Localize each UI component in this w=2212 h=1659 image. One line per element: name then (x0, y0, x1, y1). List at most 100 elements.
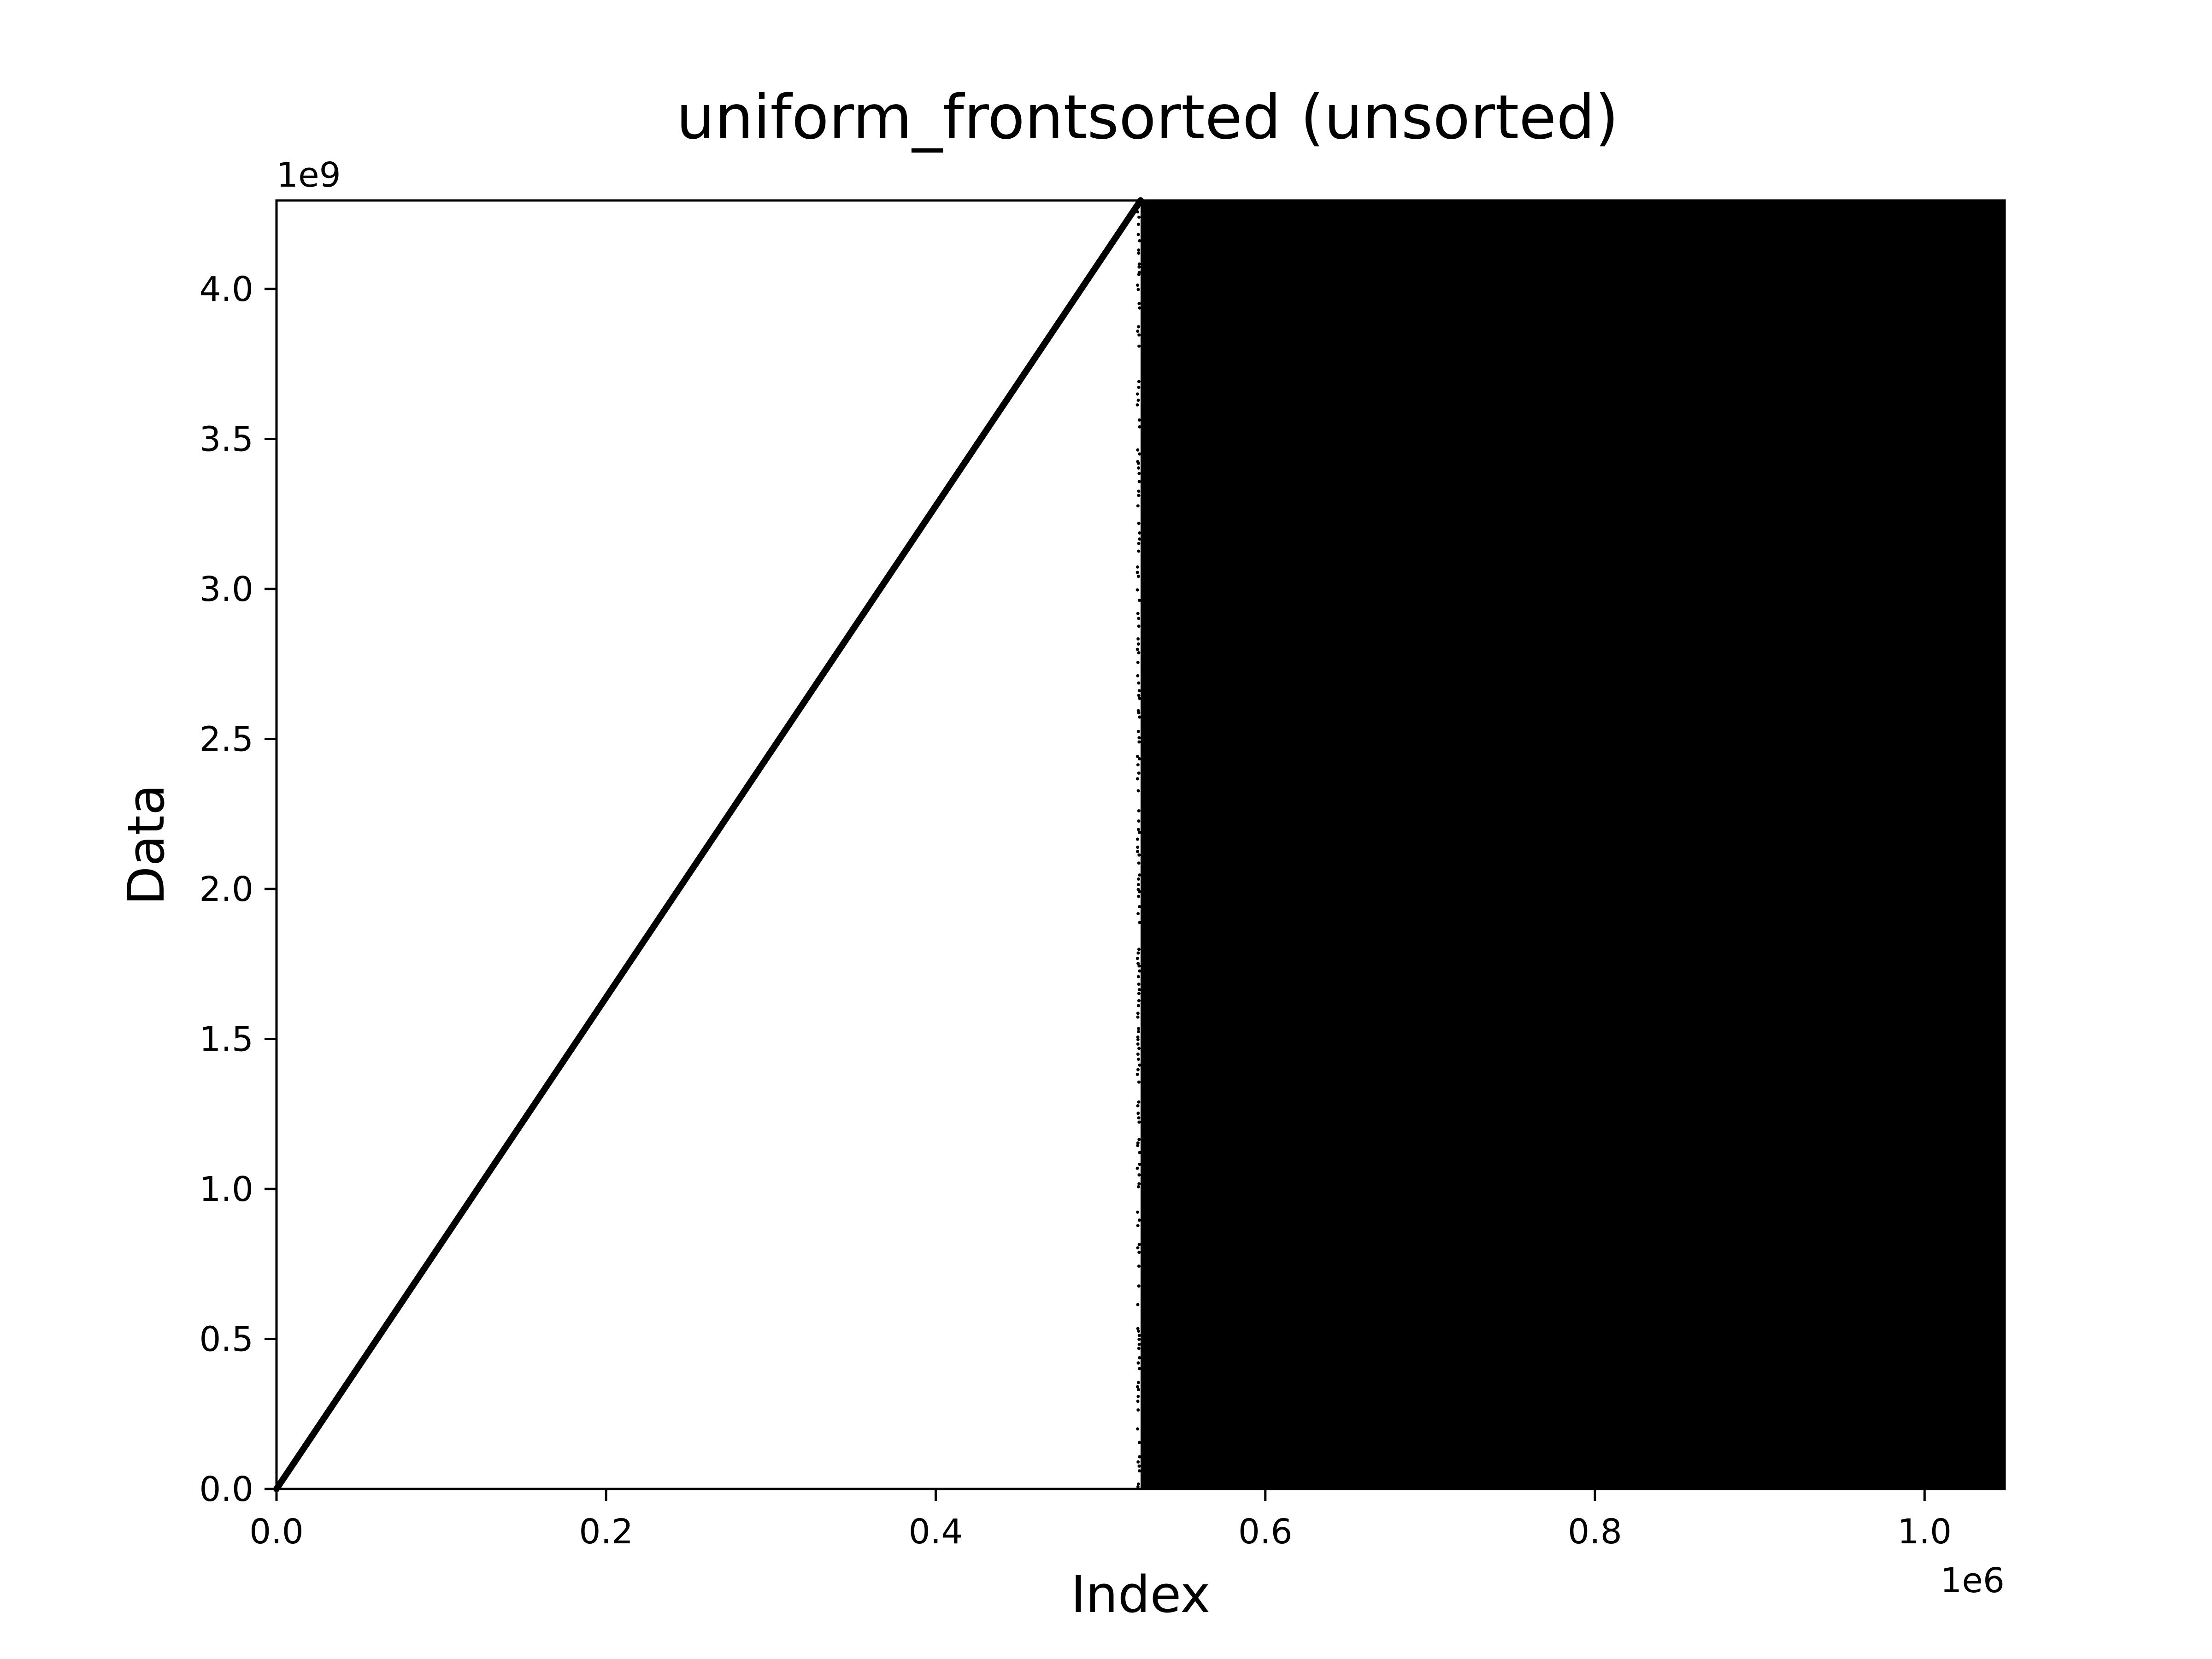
scatter-point (1137, 380, 1141, 383)
scatter-point (1135, 837, 1139, 841)
scatter-point (1138, 425, 1141, 429)
scatter-point (1137, 1100, 1141, 1104)
y-tick-label: 0.5 (199, 1320, 253, 1359)
scatter-point (1136, 1460, 1140, 1464)
scatter-point (1138, 890, 1141, 894)
scatter-point (1137, 1173, 1141, 1177)
scatter-point (1136, 504, 1140, 508)
scatter-point (1136, 674, 1140, 677)
scatter-point (1137, 999, 1141, 1003)
scatter-point (1137, 461, 1141, 465)
scatter-point (1135, 957, 1139, 960)
x-axis-label: Index (1071, 1565, 1211, 1624)
scatter-point (1137, 1342, 1141, 1346)
scatter-point (1137, 262, 1141, 266)
scatter-point (1137, 894, 1141, 898)
scatter-point (1137, 992, 1141, 995)
scatter-point (1135, 565, 1139, 569)
x-tick-label: 0.6 (1238, 1512, 1293, 1552)
scatter-point (1137, 861, 1141, 865)
scatter-point (1137, 541, 1141, 545)
scatter-point (1136, 846, 1140, 849)
scatter-point (1136, 1053, 1140, 1056)
scatter-point (1137, 1058, 1141, 1061)
scatter-point (1136, 1141, 1140, 1145)
series-unsorted-back-scatter (1141, 200, 2005, 1489)
scatter-point (1137, 466, 1141, 470)
scatter-point (1137, 265, 1141, 269)
scatter-point (1136, 975, 1140, 978)
scatter-point (1136, 1394, 1140, 1398)
scatter-point (1135, 754, 1139, 758)
scatter-point (1137, 736, 1141, 740)
scatter-point (1137, 1218, 1141, 1222)
scatter-point (1136, 1004, 1140, 1007)
scatter-point (1138, 830, 1141, 834)
scatter-point (1136, 233, 1140, 236)
scatter-point (1137, 1250, 1141, 1254)
scatter-point (1137, 1330, 1141, 1333)
scatter-point (1137, 877, 1141, 881)
scatter-point (1136, 1224, 1140, 1228)
scatter-point (1137, 1047, 1141, 1050)
scatter-point (1137, 651, 1141, 654)
scatter-point (1136, 912, 1140, 916)
y-tick-label: 1.0 (199, 1170, 253, 1209)
scatter-point (1138, 531, 1141, 535)
scatter-point (1137, 1337, 1141, 1341)
scatter-point (1137, 1030, 1141, 1033)
scatter-point (1137, 711, 1141, 715)
scatter-point (1136, 1381, 1140, 1384)
scatter-point (1137, 489, 1141, 493)
scatter-point (1138, 1162, 1141, 1166)
scatter-point (1137, 248, 1141, 252)
scatter-point (1137, 694, 1141, 697)
scatter-point (1138, 921, 1141, 924)
scatter-point (1136, 1035, 1140, 1039)
scatter-point (1137, 302, 1141, 306)
scatter-point (1137, 494, 1141, 497)
scatter-point (1136, 850, 1140, 853)
scatter-point (1136, 1303, 1140, 1306)
scatter-point (1137, 1080, 1141, 1084)
x-tick-label: 0.8 (1568, 1512, 1622, 1552)
scatter-point (1137, 1242, 1141, 1246)
scatter-point (1137, 853, 1141, 857)
scatter-point (1137, 809, 1141, 812)
plot-area (273, 197, 2006, 1492)
y-axis-ticks: 0.0 0.5 1.0 1.5 2.0 2.5 3.0 3.5 4.0 (199, 270, 276, 1509)
scatter-point (1137, 1464, 1141, 1468)
scatter-point (1138, 452, 1141, 456)
scatter-point (1137, 385, 1141, 389)
scatter-point (1137, 471, 1141, 475)
scatter-point (1136, 448, 1140, 452)
series-sorted-front-line (273, 197, 1144, 1492)
scatter-point (1135, 1385, 1139, 1388)
scatter-point (1135, 1166, 1139, 1170)
scatter-point (1137, 819, 1141, 823)
scatter-point (1137, 1185, 1141, 1188)
scatter-point (1137, 1334, 1141, 1337)
x-tick-label: 0.2 (579, 1512, 633, 1552)
scatter-point (1137, 205, 1141, 209)
scatter-point (1137, 549, 1141, 553)
scatter-point (1136, 1485, 1140, 1488)
scatter-point (1135, 588, 1139, 592)
x-axis-offset-label: 1e6 (1940, 1561, 2005, 1600)
series-unsorted-edge-points (1135, 199, 1141, 1488)
scatter-point (1136, 660, 1140, 664)
scatter-point (1136, 642, 1140, 646)
scatter-point (1136, 210, 1140, 214)
scatter-point (1137, 333, 1141, 337)
scatter-point (1135, 403, 1139, 407)
scatter-point (1137, 215, 1141, 219)
scatter-point (1137, 1138, 1141, 1141)
x-tick-label: 1.0 (1897, 1512, 1952, 1552)
scatter-point (1137, 344, 1141, 348)
chart-title: uniform_frontsorted (unsorted) (676, 82, 1618, 153)
scatter-point (1138, 969, 1141, 973)
scatter-point (1136, 763, 1140, 767)
scatter-point (1136, 637, 1140, 641)
scatter-point (1138, 1356, 1141, 1359)
scatter-point (1135, 571, 1139, 574)
